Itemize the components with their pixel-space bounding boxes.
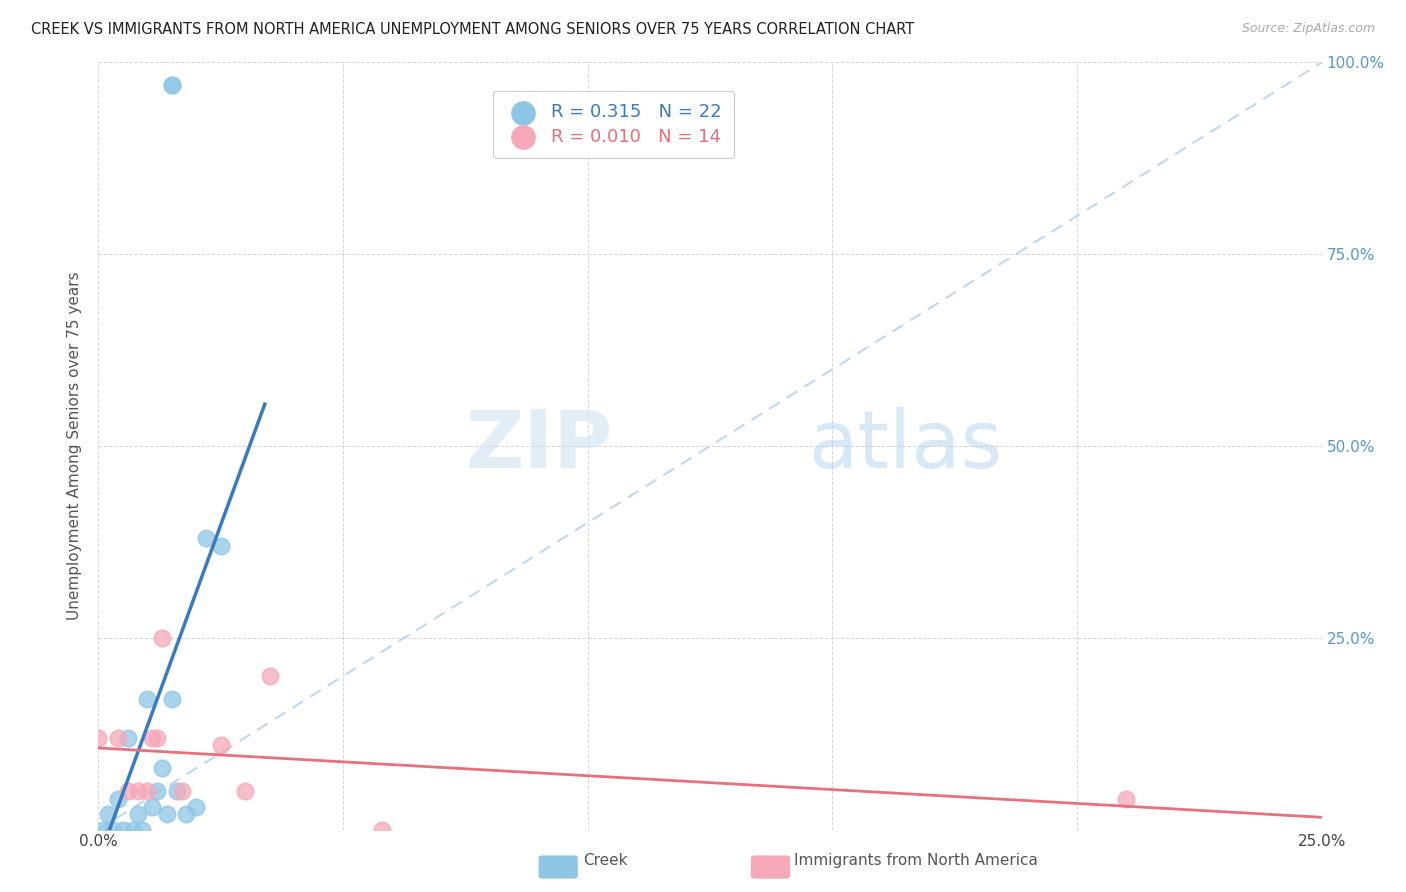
Point — [111, 822, 134, 837]
Point — [87, 731, 110, 745]
Point — [107, 731, 129, 745]
Point — [156, 807, 179, 822]
Point — [371, 822, 394, 837]
Point — [1115, 792, 1137, 806]
Legend: R = 0.315   N = 22, R = 0.010   N = 14: R = 0.315 N = 22, R = 0.010 N = 14 — [492, 91, 734, 158]
Point — [117, 784, 139, 798]
Point — [160, 692, 183, 706]
Point — [136, 692, 159, 706]
Text: ZIP: ZIP — [465, 407, 612, 485]
Point — [101, 822, 124, 837]
Point — [127, 807, 149, 822]
Point — [97, 807, 120, 822]
Point — [160, 78, 183, 93]
Point — [186, 799, 208, 814]
Point — [117, 731, 139, 745]
Point — [107, 792, 129, 806]
Point — [127, 784, 149, 798]
Point — [146, 784, 169, 798]
Point — [141, 731, 163, 745]
Point — [146, 731, 169, 745]
Point — [170, 784, 193, 798]
Text: Source: ZipAtlas.com: Source: ZipAtlas.com — [1241, 22, 1375, 36]
Point — [195, 531, 218, 545]
Point — [91, 822, 114, 837]
Point — [121, 822, 143, 837]
Point — [131, 822, 153, 837]
Point — [150, 761, 173, 775]
Point — [209, 738, 232, 752]
Text: Immigrants from North America: Immigrants from North America — [794, 853, 1038, 868]
Text: CREEK VS IMMIGRANTS FROM NORTH AMERICA UNEMPLOYMENT AMONG SENIORS OVER 75 YEARS : CREEK VS IMMIGRANTS FROM NORTH AMERICA U… — [31, 22, 914, 37]
Point — [136, 784, 159, 798]
Point — [176, 807, 198, 822]
Point — [209, 539, 232, 553]
Point — [259, 669, 281, 683]
Point — [233, 784, 256, 798]
Point — [160, 78, 183, 93]
Point — [141, 799, 163, 814]
Point — [166, 784, 188, 798]
Text: atlas: atlas — [808, 407, 1002, 485]
Y-axis label: Unemployment Among Seniors over 75 years: Unemployment Among Seniors over 75 years — [67, 272, 83, 620]
Text: Creek: Creek — [583, 853, 628, 868]
Point — [150, 631, 173, 645]
